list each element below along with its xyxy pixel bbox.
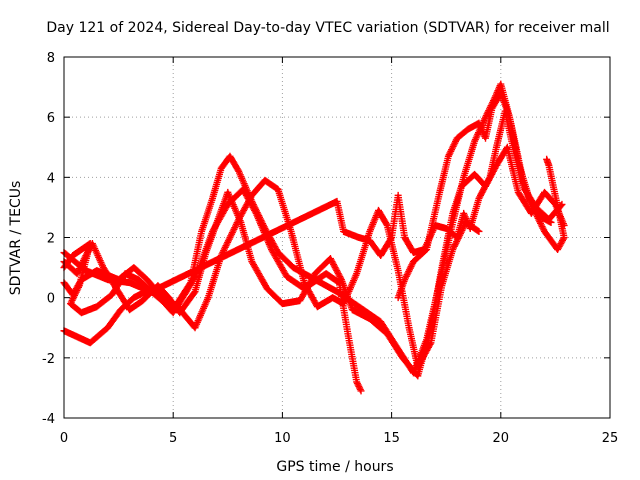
x-tick-label: 10: [274, 431, 291, 446]
x-tick-label: 25: [602, 431, 619, 446]
y-tick-label: -4: [42, 412, 55, 427]
data-point: [449, 246, 457, 254]
y-axis-label: SDTVAR / TECUs: [8, 181, 24, 296]
x-axis-label: GPS time / hours: [276, 459, 393, 475]
y-tick-label: 0: [47, 292, 55, 307]
data-point: [337, 274, 345, 282]
data-point: [475, 227, 483, 235]
chart-title: Day 121 of 2024, Sidereal Day-to-day VTE…: [46, 20, 609, 36]
data-point: [356, 385, 364, 393]
data-point: [251, 208, 259, 216]
y-tick-label: 4: [47, 171, 55, 186]
data-point: [485, 175, 493, 183]
x-tick-label: 20: [493, 431, 510, 446]
x-tick-label: 15: [383, 431, 400, 446]
data-point: [557, 201, 565, 209]
data-points: [60, 80, 568, 395]
y-tick-label: 2: [47, 232, 55, 247]
x-tick-label: 5: [169, 431, 177, 446]
data-point: [357, 387, 365, 395]
data-point: [452, 239, 460, 247]
data-point: [450, 244, 458, 252]
data-point: [234, 166, 242, 174]
data-point: [450, 242, 458, 250]
data-point: [190, 289, 198, 297]
data-point: [382, 220, 390, 228]
y-tick-label: -2: [42, 352, 55, 367]
y-tick-label: 8: [47, 51, 55, 66]
data-point: [451, 241, 459, 249]
x-tick-label: 0: [60, 431, 68, 446]
data-point: [543, 155, 551, 163]
axis-ticks: 0 5 10 15 20 25 -4 -2 0 2 4 6 8: [42, 51, 618, 446]
series-track-6: [394, 89, 566, 302]
data-point: [558, 200, 566, 208]
data-point: [422, 246, 430, 254]
y-tick-label: 6: [47, 111, 55, 126]
data-point: [387, 235, 395, 243]
